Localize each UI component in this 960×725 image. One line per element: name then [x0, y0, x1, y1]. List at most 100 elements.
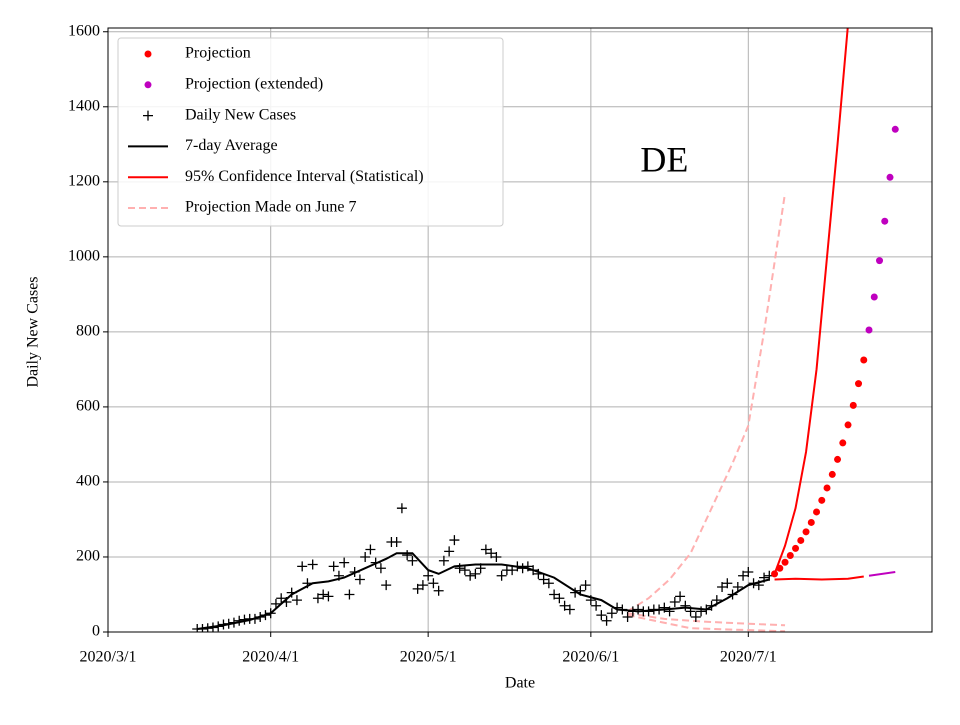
- legend-marker: [144, 50, 152, 58]
- point: [696, 606, 707, 617]
- point: [239, 614, 250, 625]
- point: [428, 578, 439, 589]
- point: [543, 578, 554, 589]
- point: [265, 608, 276, 619]
- point: [349, 566, 360, 577]
- point: [865, 326, 873, 334]
- point: [685, 606, 696, 617]
- point: [771, 570, 779, 578]
- point: [834, 455, 842, 463]
- x-tick-label: 2020/5/1: [400, 649, 457, 666]
- point: [701, 604, 712, 615]
- point: [802, 528, 810, 536]
- point: [270, 598, 281, 609]
- point: [738, 570, 749, 581]
- point: [344, 589, 355, 600]
- point: [249, 613, 260, 624]
- y-tick-label: 1600: [68, 22, 100, 39]
- point: [360, 551, 371, 562]
- point: [727, 589, 738, 600]
- point: [228, 617, 239, 628]
- point: [276, 593, 287, 604]
- point: [533, 568, 544, 579]
- point: [333, 570, 344, 581]
- point: [554, 593, 565, 604]
- point: [675, 591, 686, 602]
- point: [606, 608, 617, 619]
- point: [281, 596, 292, 607]
- point: [886, 173, 894, 181]
- y-tick-label: 400: [76, 473, 100, 490]
- point: [813, 508, 821, 516]
- y-tick-label: 600: [76, 398, 100, 415]
- point: [323, 591, 334, 602]
- point: [213, 621, 224, 632]
- x-tick-label: 2020/6/1: [562, 649, 619, 666]
- legend-label: Projection Made on June 7: [185, 199, 357, 216]
- point: [748, 578, 759, 589]
- point: [255, 611, 266, 622]
- point: [855, 380, 863, 388]
- x-tick-label: 2020/3/1: [80, 649, 137, 666]
- legend-marker: [144, 81, 152, 89]
- point: [549, 589, 560, 600]
- point: [449, 535, 460, 546]
- point: [459, 565, 470, 576]
- point: [844, 421, 852, 429]
- point: [601, 615, 612, 626]
- point: [486, 548, 497, 559]
- point: [470, 568, 481, 579]
- y-tick-label: 1200: [68, 172, 100, 189]
- point: [643, 606, 654, 617]
- point: [412, 583, 423, 594]
- point: [354, 574, 365, 585]
- point: [465, 570, 476, 581]
- point: [818, 496, 826, 504]
- point: [512, 561, 523, 572]
- point: [617, 604, 628, 615]
- line: [627, 612, 786, 627]
- x-axis-label: Date: [505, 675, 535, 692]
- line: [774, 575, 864, 581]
- point: [797, 536, 805, 544]
- point: [706, 600, 717, 611]
- point: [260, 610, 271, 621]
- point: [633, 604, 644, 615]
- y-tick-label: 0: [92, 623, 100, 640]
- legend-label: 95% Confidence Interval (Statistical): [185, 168, 424, 185]
- point: [312, 593, 323, 604]
- point: [402, 550, 413, 561]
- x-tick-label: 2020/4/1: [242, 649, 299, 666]
- point: [433, 585, 444, 596]
- point: [823, 484, 831, 492]
- point: [491, 551, 502, 562]
- point: [807, 518, 815, 526]
- point: [407, 555, 418, 566]
- point: [654, 604, 665, 615]
- point: [375, 563, 386, 574]
- point: [776, 564, 784, 572]
- axes-frame: [107, 27, 933, 633]
- point: [690, 611, 701, 622]
- point: [223, 618, 234, 629]
- point: [860, 356, 868, 364]
- point: [480, 544, 491, 555]
- point: [197, 623, 208, 632]
- point: [732, 581, 743, 592]
- point: [234, 615, 245, 626]
- point: [370, 557, 381, 568]
- legend-label: 7-day Average: [185, 137, 278, 154]
- point: [839, 439, 847, 447]
- point: [517, 563, 528, 574]
- point: [417, 580, 428, 591]
- point: [664, 606, 675, 617]
- point: [302, 578, 313, 589]
- point: [828, 470, 836, 478]
- point: [849, 401, 857, 409]
- point: [564, 604, 575, 615]
- point: [507, 565, 518, 576]
- point: [585, 595, 596, 606]
- point: [781, 558, 789, 566]
- line: [627, 614, 786, 632]
